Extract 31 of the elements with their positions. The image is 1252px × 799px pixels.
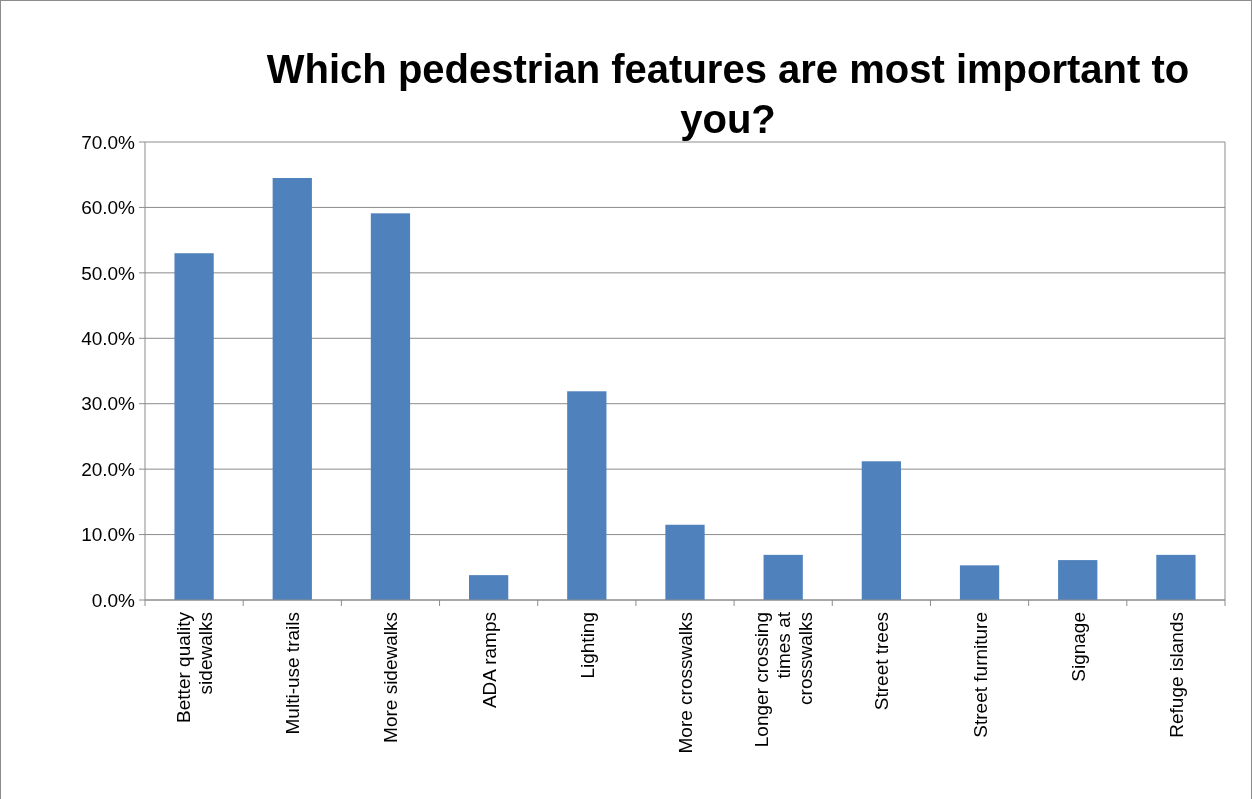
bar	[174, 253, 214, 600]
bar	[567, 391, 607, 600]
bar	[665, 524, 705, 600]
y-tick-label: 70.0%	[81, 131, 136, 153]
x-tick-label: Better quality sidewalks	[173, 611, 217, 723]
bar	[370, 213, 411, 600]
bar	[272, 177, 312, 600]
bar	[861, 461, 901, 600]
x-tick-label: Street furniture	[969, 612, 991, 738]
y-tick-label: 20.0%	[81, 458, 136, 480]
y-tick-label: 30.0%	[81, 393, 136, 415]
x-tick-label: Longer crossing times at crosswalks	[751, 611, 817, 748]
x-tick-label: Street trees	[871, 612, 893, 711]
y-tick-label: 50.0%	[81, 262, 136, 284]
y-tick-label: 60.0%	[81, 197, 136, 219]
x-tick-label: Refuge islands	[1165, 612, 1187, 738]
bar	[1058, 560, 1098, 600]
y-tick-label: 0.0%	[91, 589, 136, 611]
bar	[1156, 554, 1196, 600]
x-tick-label: More sidewalks	[380, 612, 402, 743]
chart-title: Which pedestrian features are most important to you?	[266, 47, 1190, 141]
x-tick-label: Signage	[1067, 612, 1089, 682]
bar	[469, 575, 509, 600]
bar	[763, 554, 803, 600]
y-tick-label: 40.0%	[81, 327, 136, 349]
x-tick-label: More crosswalks	[675, 612, 696, 754]
x-tick-label: ADA ramps	[478, 612, 500, 709]
x-tick-label: Lighting	[576, 612, 598, 679]
y-tick-label: 10.0%	[81, 524, 136, 546]
bar	[959, 565, 1000, 600]
x-tick-label: Multi-use trails	[282, 612, 304, 735]
